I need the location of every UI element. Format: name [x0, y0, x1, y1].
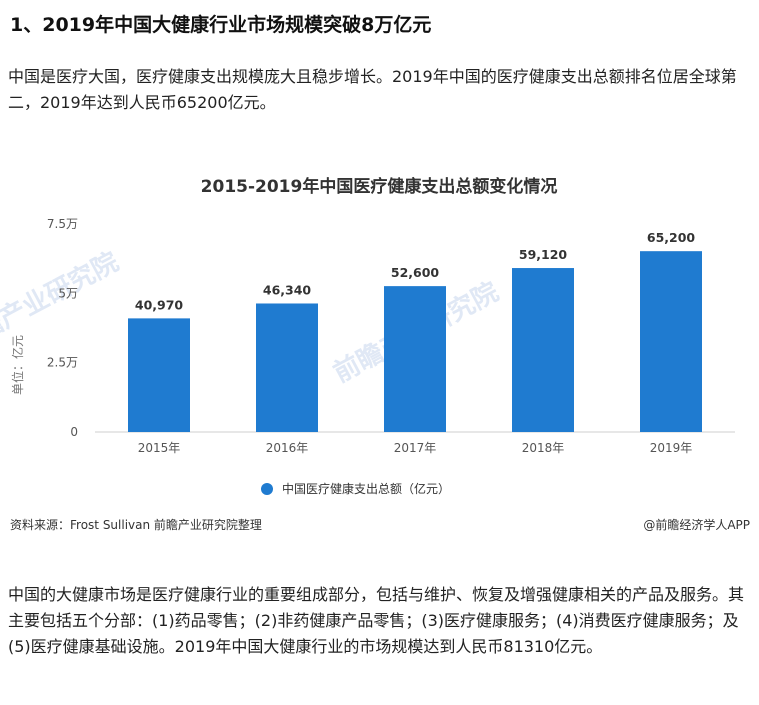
bar [640, 251, 702, 432]
x-tick-label: 2017年 [394, 441, 437, 455]
intro-paragraph: 中国是医疗大国，医疗健康支出规模庞大且稳步增长。2019年中国的医疗健康支出总额… [8, 67, 737, 112]
chart-background [0, 160, 759, 545]
bar-value-label: 65,200 [647, 230, 696, 245]
y-axis-ticks: 0 2.5万 5万 7.5万 [47, 217, 78, 439]
body-paragraph: 中国的大健康市场是医疗健康行业的重要组成部分，包括与维护、恢复及增强健康相关的产… [8, 585, 745, 656]
x-axis-ticks: 2015年 2016年 2017年 2018年 2019年 [138, 441, 693, 455]
x-tick-label: 2018年 [522, 441, 565, 455]
bar [384, 286, 446, 432]
bar-value-label: 59,120 [519, 247, 568, 262]
chart-source: 资料来源：Frost Sullivan 前瞻产业研究院整理 [10, 517, 262, 532]
y-axis-unit-label: 单位：亿元 [10, 335, 25, 395]
bar [512, 268, 574, 432]
bar-chart: 前瞻产业研究院 前瞻产业研究院 2015-2019年中国医疗健康支出总额变化情况… [0, 160, 759, 545]
bar [256, 303, 318, 432]
chart-credit: @前瞻经济学人APP [643, 517, 750, 532]
y-tick-label: 0 [70, 425, 78, 439]
legend-swatch [261, 483, 273, 495]
bar [128, 318, 190, 432]
article-heading: 1、2019年中国大健康行业市场规模突破8万亿元 [10, 14, 432, 36]
y-tick-label: 7.5万 [47, 217, 78, 231]
x-tick-label: 2019年 [650, 441, 693, 455]
chart-title: 2015-2019年中国医疗健康支出总额变化情况 [201, 176, 558, 197]
y-tick-label: 5万 [58, 286, 78, 300]
bar-value-label: 52,600 [391, 265, 440, 280]
chart-legend: 中国医疗健康支出总额（亿元） [261, 481, 450, 496]
bars-group [128, 251, 702, 432]
legend-label: 中国医疗健康支出总额（亿元） [282, 481, 450, 496]
value-labels-group: 40,970 46,340 52,600 59,120 65,200 [135, 230, 696, 312]
y-tick-label: 2.5万 [47, 356, 78, 370]
bar-value-label: 46,340 [263, 282, 312, 297]
x-tick-label: 2015年 [138, 441, 181, 455]
bar-value-label: 40,970 [135, 297, 184, 312]
x-tick-label: 2016年 [266, 441, 309, 455]
